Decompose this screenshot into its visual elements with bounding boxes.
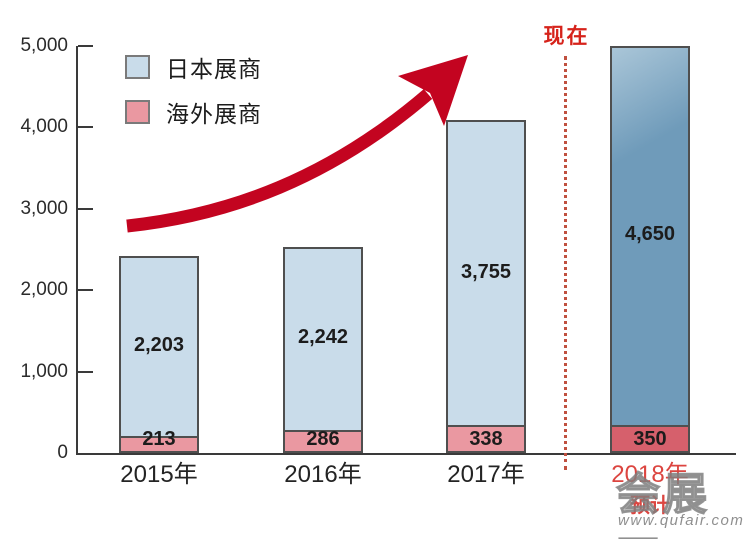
bar-value-label-japan: 4,650	[624, 223, 676, 246]
bar-value-label-overseas: 286	[306, 428, 340, 450]
y-axis-tick-label: 4,000	[20, 116, 68, 138]
bar-2018年-overseas-segment	[610, 424, 690, 453]
bar-2016年-japan-segment	[283, 247, 363, 430]
legend-label-overseas: 海外展商	[166, 101, 262, 127]
bar-2015年-japan-segment	[119, 256, 199, 436]
x-axis-line	[76, 453, 736, 455]
y-axis-tick-label: 3,000	[20, 197, 68, 219]
bar-2017年-overseas-segment	[446, 425, 526, 453]
bar-2018年-japan-segment	[610, 46, 690, 425]
x-axis-label-2015年: 2015年	[120, 461, 198, 488]
now-dotted-divider	[564, 56, 567, 470]
bar-value-label-overseas: 338	[469, 428, 503, 450]
y-axis-tick	[78, 370, 93, 373]
y-axis-tick	[78, 45, 93, 47]
legend: 日本展商 海外展商	[125, 50, 262, 140]
x-axis-forecast-label: 预计	[630, 495, 670, 517]
bar-value-label-japan: 3,755	[460, 260, 512, 283]
legend-swatch-japan-icon	[125, 55, 150, 79]
bar-2017年-japan-segment	[446, 119, 526, 426]
now-annotation-label: 现在	[543, 25, 590, 48]
bar-2015年-overseas-segment	[119, 435, 199, 453]
bar-value-label-overseas: 350	[633, 428, 667, 450]
watermark-brand: 会展网	[615, 469, 710, 539]
y-axis-tick-label: 0	[57, 442, 68, 463]
legend-label-japan: 日本展商	[166, 56, 262, 82]
y-axis-tick	[78, 289, 93, 292]
legend-item-overseas: 海外展商	[125, 95, 262, 129]
bar-value-label-japan: 2,242	[297, 326, 349, 349]
bar-2016年-overseas-segment	[283, 429, 363, 453]
x-axis-label-2016年: 2016年	[284, 461, 362, 488]
bar-value-label-overseas: 213	[142, 428, 176, 450]
y-axis-tick	[78, 207, 93, 210]
y-axis-tick-label: 1,000	[20, 360, 68, 382]
x-axis-label-2017年: 2017年	[447, 461, 525, 488]
y-axis-line	[76, 46, 78, 455]
y-axis-tick	[78, 126, 93, 129]
y-axis-tick-label: 2,000	[20, 279, 68, 301]
x-axis-label-2018年: 2018年	[611, 461, 689, 488]
legend-item-japan: 日本展商	[125, 50, 262, 84]
watermark-site-url: www.qufair.com	[618, 512, 745, 529]
y-axis-tick-label: 5,000	[20, 35, 68, 56]
bar-value-label-japan: 2,203	[133, 333, 185, 356]
legend-swatch-overseas-icon	[125, 100, 150, 124]
